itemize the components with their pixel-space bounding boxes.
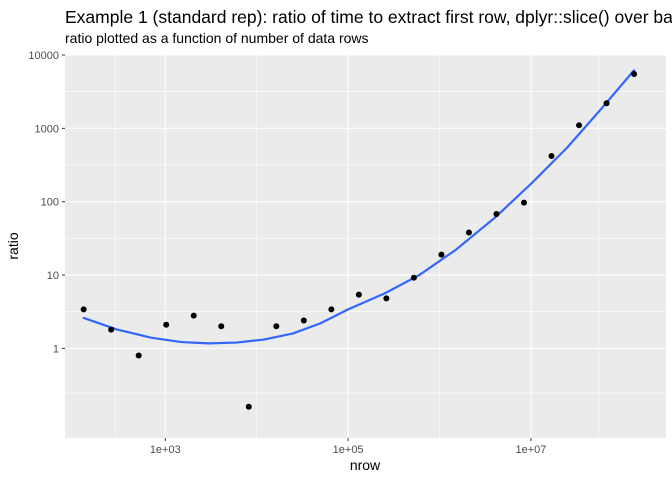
y-tick-label: 1	[53, 343, 59, 355]
data-point	[108, 326, 115, 333]
x-axis-title: nrow	[350, 457, 381, 473]
data-point	[465, 229, 472, 236]
y-tick-label: 10	[47, 270, 59, 282]
grid-lines	[65, 54, 666, 438]
data-point	[273, 323, 280, 330]
data-point	[603, 100, 610, 107]
data-point	[163, 321, 170, 328]
y-tick-label: 1000	[35, 123, 59, 135]
smooth-line	[82, 69, 636, 345]
chart-title: Example 1 (standard rep): ratio of time …	[65, 7, 672, 27]
y-axis: 1 10 100 1000 10000	[28, 50, 65, 355]
y-axis-title: ratio	[5, 232, 21, 259]
data-point	[493, 210, 500, 217]
x-tick-label: 1e+05	[333, 444, 364, 456]
data-point	[355, 291, 362, 298]
y-tick-label: 10000	[28, 50, 59, 62]
data-point	[328, 306, 335, 313]
plot-panel	[65, 55, 666, 438]
data-point	[520, 199, 527, 206]
x-tick-label: 1e+07	[516, 444, 547, 456]
data-point	[190, 312, 197, 319]
points-layer	[80, 71, 638, 410]
data-point	[218, 323, 225, 330]
data-point	[631, 71, 638, 78]
data-point	[410, 274, 417, 281]
chart-subtitle: ratio plotted as a function of number of…	[65, 30, 369, 46]
data-point	[135, 352, 142, 359]
data-point	[576, 122, 583, 129]
y-tick-label: 100	[41, 197, 59, 209]
data-point	[548, 152, 555, 159]
data-point	[383, 295, 390, 302]
data-point	[245, 403, 252, 410]
x-axis: 1e+03 1e+05 1e+07	[150, 438, 547, 456]
data-point	[438, 251, 445, 258]
data-point	[80, 306, 87, 313]
smooth-line-layer	[82, 69, 636, 345]
data-point	[300, 317, 307, 324]
x-tick-label: 1e+03	[150, 444, 181, 456]
